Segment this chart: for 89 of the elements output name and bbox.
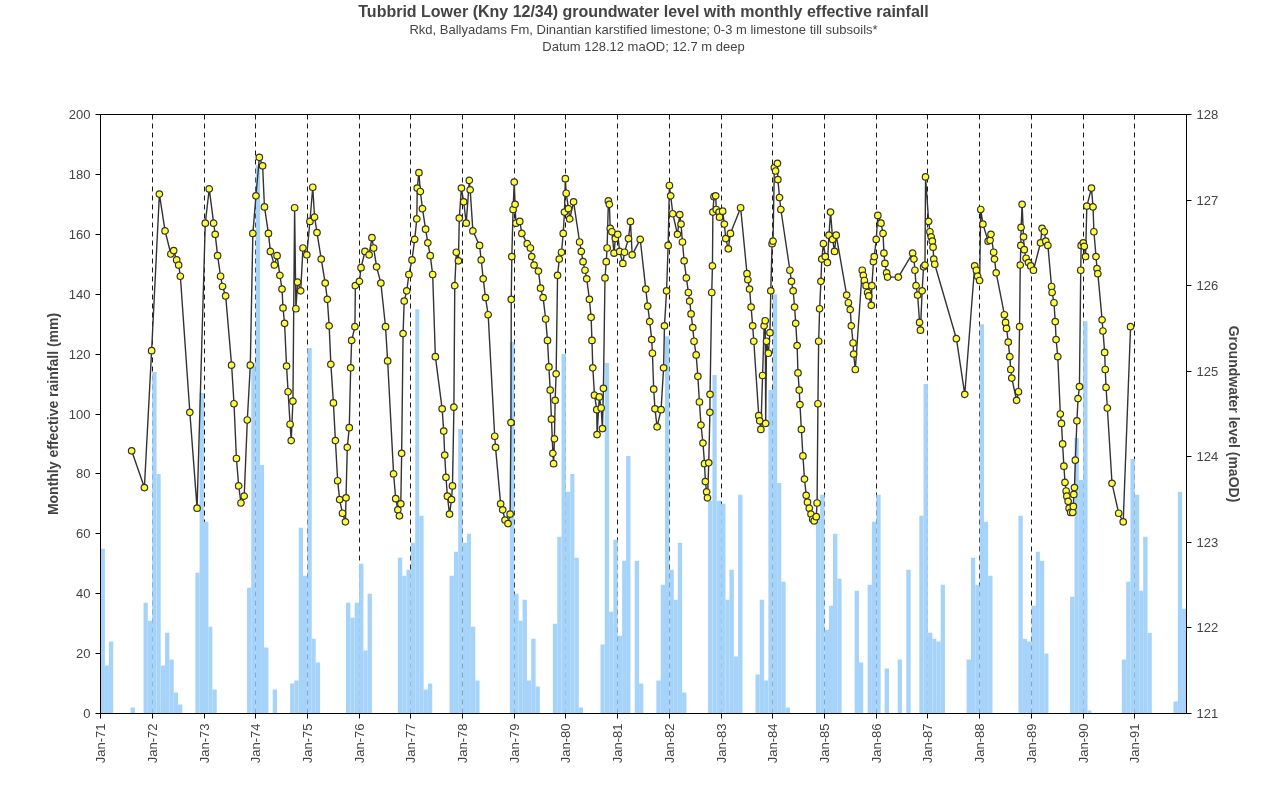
bar [1177, 491, 1183, 714]
y-tick-label: 100 [68, 406, 91, 422]
y-tick-label: 160 [68, 226, 91, 242]
y-tick-label: 140 [68, 286, 91, 302]
x-tick-label: Jan-84 [765, 723, 781, 764]
bar [415, 309, 420, 714]
bar [759, 599, 765, 714]
bar [570, 473, 575, 714]
bar [458, 428, 463, 714]
y2-tick-label: 126 [1196, 278, 1219, 294]
chart-subtitle: Rkd, Ballyadams Fm, Dinantian karstified limestone; 0-3 m limestone till subsoils* [409, 21, 878, 37]
bar [906, 569, 911, 714]
bar [307, 348, 312, 714]
y-tick-label: 200 [68, 107, 91, 122]
bar [613, 539, 618, 714]
bar [531, 638, 536, 714]
y2-tick-label: 121 [1196, 706, 1219, 721]
bar [721, 503, 726, 714]
bar [971, 557, 976, 714]
bar [152, 372, 157, 714]
bar [522, 599, 527, 714]
bar [820, 494, 825, 714]
y2-tick-label: 125 [1196, 363, 1219, 379]
x-tick-label: Jan-76 [351, 723, 367, 764]
bar [897, 659, 902, 714]
y2-tick-label: 122 [1196, 620, 1219, 636]
y2-tick-label: 128 [1196, 107, 1219, 122]
bar [832, 533, 838, 714]
x-tick-label: Jan-77 [403, 723, 419, 764]
x-tick-label: Jan-71 [93, 723, 108, 764]
x-tick-label: Jan-88 [972, 723, 988, 764]
bar [100, 548, 105, 714]
text: Datum 128.12 maOD; 12.7 m deep [542, 38, 745, 54]
x-tick-label: Jan-73 [196, 723, 212, 764]
bar [923, 384, 928, 714]
bar [367, 593, 372, 714]
bar [626, 455, 631, 714]
bar [359, 563, 364, 714]
x-tick-label: Jan-91 [1127, 723, 1143, 764]
bar [1035, 551, 1040, 714]
x-tick-label: Jan-83 [713, 723, 729, 764]
bar [677, 542, 683, 714]
bar [634, 560, 640, 714]
bar [854, 590, 859, 714]
bar [1130, 458, 1135, 714]
y-tick-label: 0 [83, 706, 91, 721]
bar [108, 641, 114, 714]
x-tick-label: Jan-90 [1075, 723, 1091, 764]
y2-tick-label: 127 [1196, 192, 1219, 208]
y2-axis-title: Groundwater level (maOD) [1226, 325, 1243, 503]
y-tick-label: 180 [68, 166, 91, 182]
bar [712, 375, 717, 714]
bar [466, 533, 471, 714]
bar [729, 569, 734, 714]
y-tick-label: 60 [76, 526, 91, 542]
x-tick-label: Jan-78 [455, 723, 471, 764]
bar [298, 527, 303, 714]
y2-tick-label: 123 [1196, 534, 1219, 550]
x-tick-label: Jan-89 [1023, 723, 1039, 764]
bar [979, 324, 985, 714]
x-tick-label: Jan-79 [506, 723, 522, 764]
bar [165, 632, 170, 714]
bar [1143, 536, 1148, 714]
x-tick-label: Jan-82 [661, 723, 677, 764]
x-tick-label: Jan-80 [558, 723, 574, 764]
chart-title: Tubbrid Lower (Kny 12/34) groundwater level with monthly effective rainfall [358, 2, 929, 20]
bar [940, 584, 945, 714]
y-axis-title: Monthly effective rainfall (mm) [44, 312, 61, 516]
x-tick-label: Jan-72 [144, 723, 160, 764]
y2-tick-label: 124 [1196, 449, 1219, 465]
bar [738, 494, 743, 714]
x-tick-label: Jan-74 [248, 723, 264, 764]
bar [1083, 321, 1088, 714]
x-tick-label: Jan-87 [920, 723, 936, 764]
bar [397, 557, 403, 714]
bar [561, 354, 566, 714]
bar [346, 602, 351, 714]
x-tick-label: Jan-75 [299, 723, 315, 764]
x-tick-label: Jan-86 [868, 723, 884, 764]
bar [876, 494, 881, 714]
bar [1018, 515, 1023, 714]
y-tick-label: 20 [76, 646, 91, 662]
x-tick-label: Jan-81 [610, 723, 626, 764]
y-tick-label: 80 [76, 466, 91, 482]
bar [143, 602, 148, 714]
x-tick-label: Jan-85 [817, 723, 833, 764]
y-tick-label: 40 [76, 586, 91, 602]
bar [290, 683, 295, 714]
y-tick-label: 120 [68, 346, 91, 362]
